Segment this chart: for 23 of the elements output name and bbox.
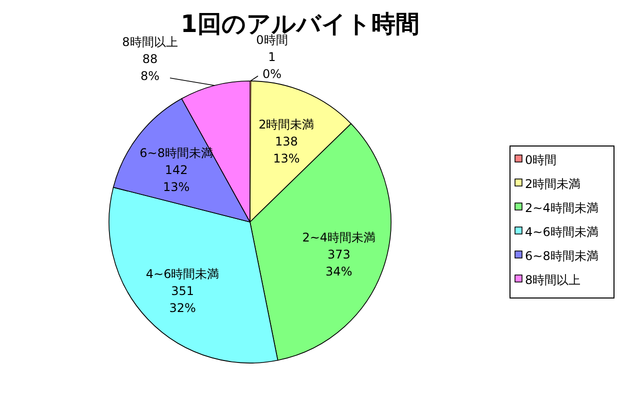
data-label: 1 — [268, 50, 276, 64]
slice-label: 6~8時間未満 — [140, 146, 213, 160]
legend-label: 2~4時間未満 — [525, 201, 598, 215]
data-label: 88 — [142, 52, 158, 66]
text: 0% — [262, 67, 282, 81]
slice-label: 4~6時間未満 — [146, 267, 220, 282]
data-label: 351 — [171, 284, 194, 298]
slice-label: 2時間未満 — [258, 117, 314, 132]
legend-label: 8時間以上 — [525, 273, 581, 287]
legend-label: 2時間未満 — [525, 177, 581, 191]
text: 8% — [140, 69, 160, 83]
legend-label: 0時間 — [525, 153, 557, 167]
text: 32% — [169, 301, 196, 316]
text: 34% — [326, 264, 352, 279]
slice-label: 8時間以上 — [122, 35, 178, 49]
data-label: 138 — [274, 134, 298, 148]
data-label: 142 — [164, 163, 188, 178]
legend-label: 4~6時間未満 — [525, 225, 598, 239]
data-label: 373 — [327, 248, 350, 262]
slice-label: 2~4時間未満 — [302, 230, 376, 245]
legend-label: 6~8時間未満 — [525, 249, 598, 263]
text: 13% — [273, 151, 300, 166]
text: 13% — [162, 180, 190, 194]
